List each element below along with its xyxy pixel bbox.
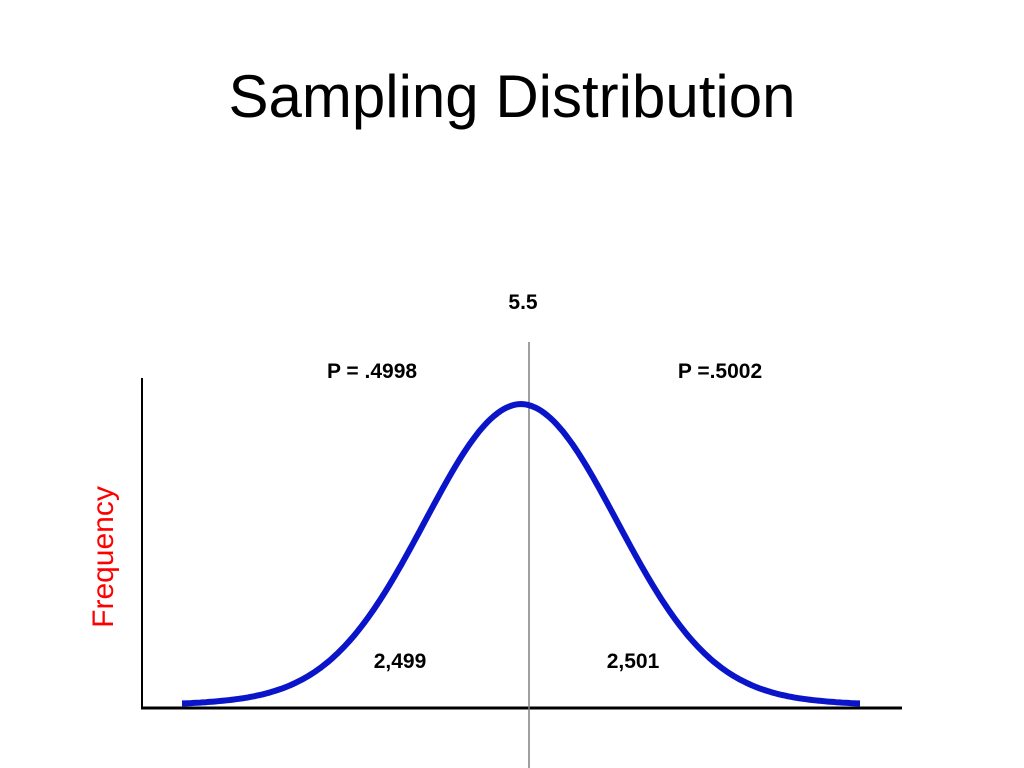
left-probability-label: P = .4998	[326, 360, 418, 383]
distribution-curve	[182, 401, 860, 707]
right-probability-label: P =.5002	[677, 360, 763, 383]
left-count-label: 2,499	[373, 650, 427, 673]
y-axis-label: Frequency	[87, 486, 120, 628]
right-count-label: 2,501	[606, 650, 660, 673]
slide-title: Sampling Distribution	[228, 63, 796, 130]
center-value-label: 5.5	[508, 291, 538, 314]
